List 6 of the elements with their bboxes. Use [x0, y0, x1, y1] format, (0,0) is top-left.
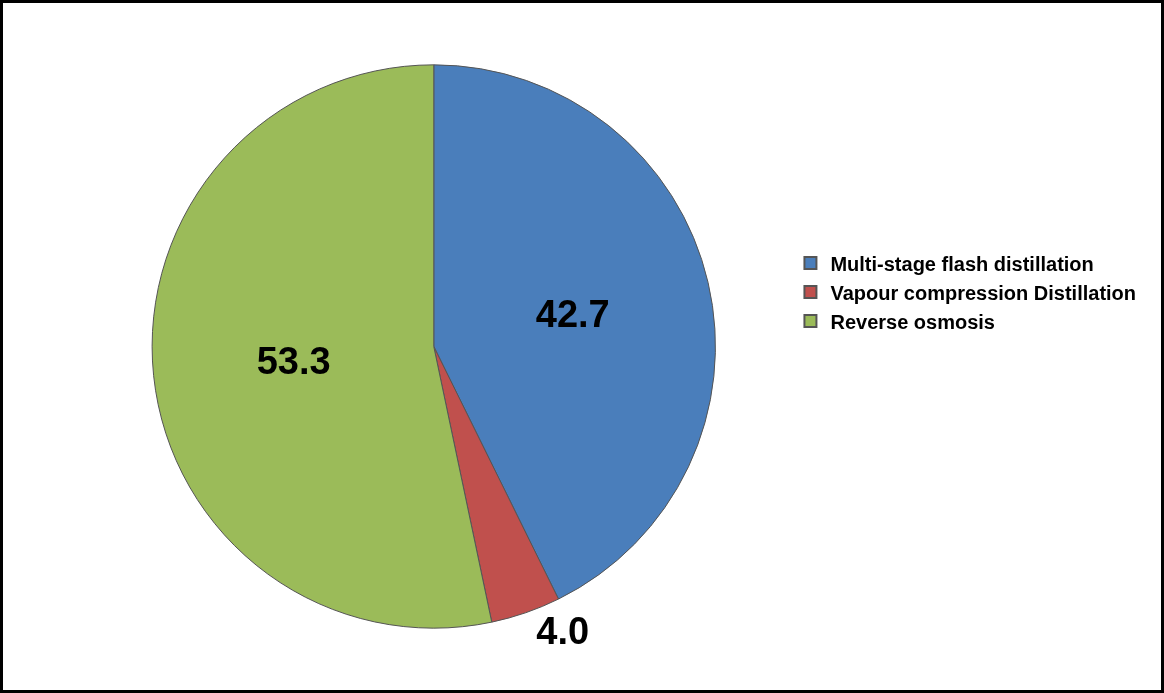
data-label: 42.7	[535, 293, 610, 336]
legend-label: Vapour compression Distillation	[830, 281, 1137, 304]
legend-label: Multi-stage flash distillation	[830, 252, 1094, 275]
legend-label: Reverse osmosis	[830, 310, 995, 333]
data-label: 4.0	[536, 610, 590, 653]
data-label: 53.3	[256, 340, 331, 383]
